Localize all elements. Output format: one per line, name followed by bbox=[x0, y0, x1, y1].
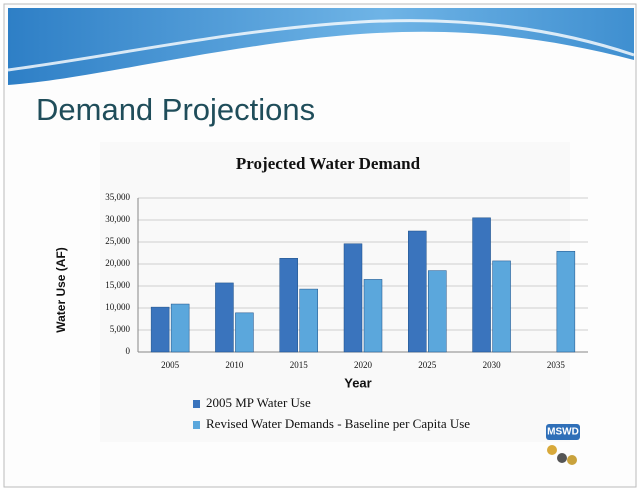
logo-icon bbox=[547, 445, 557, 455]
y-tick-label: 0 bbox=[126, 346, 131, 356]
y-tick-label: 10,000 bbox=[105, 302, 130, 312]
y-tick-label: 30,000 bbox=[105, 214, 130, 224]
y-axis-label: Water Use (AF) bbox=[54, 247, 68, 333]
chart-title: Projected Water Demand bbox=[236, 154, 421, 173]
x-tick-label: 2005 bbox=[161, 360, 180, 370]
logo-icon bbox=[557, 453, 567, 463]
bar bbox=[279, 258, 298, 353]
y-tick-label: 35,000 bbox=[105, 192, 130, 202]
x-tick-label: 2015 bbox=[290, 360, 309, 370]
y-tick-label: 5,000 bbox=[110, 324, 131, 334]
legend-swatch bbox=[193, 421, 200, 429]
logo-box bbox=[546, 424, 580, 440]
bar bbox=[428, 270, 447, 353]
bar bbox=[299, 288, 318, 353]
x-tick-label: 2025 bbox=[418, 360, 437, 370]
x-tick-label: 2020 bbox=[354, 360, 373, 370]
slide-title: Demand Projections bbox=[36, 92, 315, 127]
header-wave bbox=[8, 8, 634, 85]
header-wave-line bbox=[7, 19, 635, 72]
bar bbox=[363, 279, 383, 353]
bar bbox=[556, 250, 576, 353]
x-axis-label: Year bbox=[344, 375, 371, 390]
bar bbox=[408, 230, 427, 353]
legend-label: Revised Water Demands - Baseline per Cap… bbox=[206, 416, 470, 431]
logo-icon bbox=[567, 455, 577, 465]
bar bbox=[150, 306, 170, 353]
legend-label: 2005 MP Water Use bbox=[206, 395, 311, 410]
legend-swatch bbox=[193, 400, 200, 408]
bar bbox=[235, 312, 254, 353]
y-tick-label: 25,000 bbox=[105, 236, 130, 246]
logo: MSWD bbox=[547, 427, 579, 438]
x-tick-label: 2035 bbox=[547, 360, 566, 370]
bar bbox=[472, 217, 491, 353]
chart-background bbox=[100, 142, 570, 442]
bar bbox=[170, 303, 190, 353]
x-tick-label: 2030 bbox=[483, 360, 502, 370]
bar bbox=[215, 282, 234, 353]
x-tick-label: 2010 bbox=[225, 360, 244, 370]
y-tick-label: 20,000 bbox=[105, 258, 130, 268]
bar bbox=[492, 260, 511, 353]
bar bbox=[343, 243, 363, 353]
y-tick-label: 15,000 bbox=[105, 280, 130, 290]
